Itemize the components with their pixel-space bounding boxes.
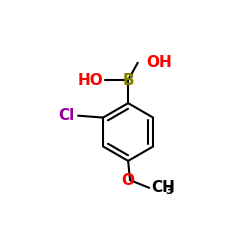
- Text: Cl: Cl: [58, 108, 74, 123]
- Text: 3: 3: [166, 186, 173, 196]
- Text: OH: OH: [146, 55, 172, 70]
- Text: HO: HO: [77, 72, 103, 88]
- Text: O: O: [122, 173, 134, 188]
- Text: CH: CH: [151, 180, 175, 195]
- Text: B: B: [122, 72, 134, 88]
